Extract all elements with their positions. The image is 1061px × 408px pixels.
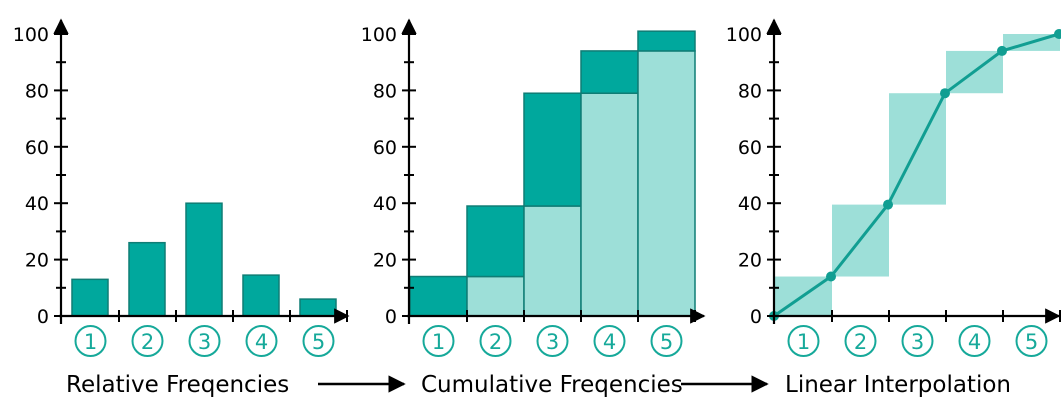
y-tick-label: 40 xyxy=(25,193,49,215)
relative-bar-2 xyxy=(128,241,166,317)
axes-panel-3: 0 20 40 60 80 100 1 2 3 4 5 xyxy=(726,18,1061,357)
y-tick-label: 20 xyxy=(738,250,762,272)
cumulative-increment-2 xyxy=(466,205,525,278)
y-tick-label: 0 xyxy=(385,306,397,328)
interpolation-point xyxy=(997,45,1007,56)
cumulative-base-4 xyxy=(580,92,639,317)
category-circle-1 xyxy=(787,325,820,357)
category-circle-3 xyxy=(901,325,934,357)
y-tick-label: 80 xyxy=(25,80,49,102)
relative-bar-5 xyxy=(299,298,337,317)
y-tick-label: 80 xyxy=(738,80,762,102)
cumulative-increment-1 xyxy=(409,275,468,317)
cumulative-bars xyxy=(409,30,696,317)
relative-bar-3 xyxy=(185,202,223,317)
y-tick-label: 60 xyxy=(738,137,762,159)
interpolation-point xyxy=(826,271,836,282)
category-circle-3 xyxy=(188,325,221,357)
y-tick-label: 80 xyxy=(373,80,397,102)
category-label-5: 5 xyxy=(312,330,325,354)
caption-interpolation: Linear Interpolation xyxy=(785,372,1011,398)
y-tick-label: 20 xyxy=(25,250,49,272)
caption-cumulative: Cumulative Freqencies xyxy=(421,372,683,398)
cumulative-base-2 xyxy=(466,275,525,317)
category-label-1: 1 xyxy=(797,330,810,354)
y-tick-label: 60 xyxy=(25,137,49,159)
cumulative-increment-4 xyxy=(580,50,639,94)
category-circle-1 xyxy=(74,325,107,357)
category-label-4: 4 xyxy=(603,330,616,354)
category-circle-3 xyxy=(536,325,569,357)
category-circle-2 xyxy=(479,325,512,357)
category-label-2: 2 xyxy=(854,330,867,354)
category-label-1: 1 xyxy=(432,330,445,354)
category-circle-5 xyxy=(650,325,683,357)
interpolation-point xyxy=(883,199,893,210)
axes-panel-2: 0 20 40 60 80 100 1 2 3 4 5 xyxy=(361,18,706,357)
y-tick-label: 100 xyxy=(361,24,397,46)
category-label-2: 2 xyxy=(489,330,502,354)
relative-bars xyxy=(71,202,337,317)
interpolation-point xyxy=(940,88,950,99)
y-tick-label: 60 xyxy=(373,137,397,159)
category-circle-4 xyxy=(958,325,991,357)
category-circle-5 xyxy=(302,325,335,357)
y-tick-label: 0 xyxy=(750,306,762,328)
category-circle-5 xyxy=(1015,325,1048,357)
y-tick-label: 40 xyxy=(373,193,397,215)
interpolation-line xyxy=(773,32,1060,318)
category-circle-4 xyxy=(593,325,626,357)
category-label-3: 3 xyxy=(546,330,559,354)
category-label-3: 3 xyxy=(911,330,924,354)
axes-panel-1: 0 20 40 60 80 100 1 2 3 4 5 xyxy=(13,18,350,357)
category-label-2: 2 xyxy=(141,330,154,354)
category-circle-2 xyxy=(844,325,877,357)
y-tick-label: 40 xyxy=(738,193,762,215)
y-tick-label: 100 xyxy=(13,24,49,46)
interpolation-layer xyxy=(769,29,1061,321)
cumulative-base-5 xyxy=(637,50,696,317)
y-tick-label: 0 xyxy=(37,306,49,328)
category-label-5: 5 xyxy=(1025,330,1038,354)
category-circle-2 xyxy=(131,325,164,357)
y-tick-label: 20 xyxy=(373,250,397,272)
category-circle-4 xyxy=(245,325,278,357)
relative-bar-1 xyxy=(71,278,109,317)
category-label-1: 1 xyxy=(84,330,97,354)
category-label-4: 4 xyxy=(968,330,981,354)
cumulative-base-3 xyxy=(523,205,582,317)
category-label-4: 4 xyxy=(255,330,268,354)
cumulative-increment-3 xyxy=(523,92,582,207)
relative-bar-4 xyxy=(242,274,280,317)
interpolation-point xyxy=(1054,29,1061,39)
category-label-3: 3 xyxy=(198,330,211,354)
y-tick-label: 100 xyxy=(726,24,762,46)
cumulative-increment-5 xyxy=(637,30,696,52)
category-label-5: 5 xyxy=(660,330,673,354)
caption-relative: Relative Freqencies xyxy=(66,372,289,398)
category-circle-1 xyxy=(422,325,455,357)
